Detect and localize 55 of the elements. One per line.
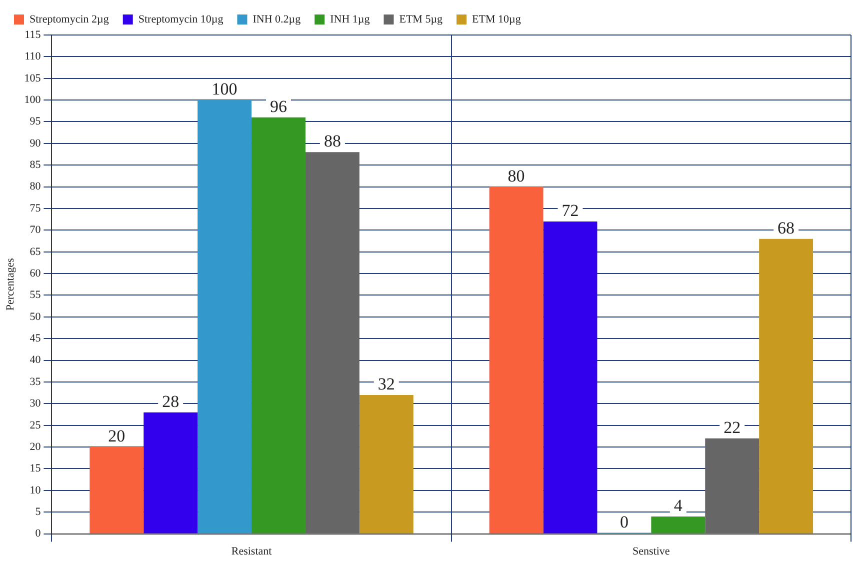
y-tick-label: 15 <box>30 462 42 475</box>
bar <box>651 516 706 534</box>
y-tick-label: 5 <box>35 506 42 518</box>
bar <box>489 186 544 534</box>
y-tick-label: 110 <box>24 50 42 63</box>
legend-label: Streptomycin 2µg <box>30 13 110 26</box>
y-tick-label: 65 <box>30 246 42 258</box>
data-label: 80 <box>508 166 525 186</box>
y-tick-label: 115 <box>24 28 42 41</box>
legend-label: INH 0.2µg <box>252 13 302 26</box>
legend-label: INH 1µg <box>330 13 370 26</box>
y-tick-label: 100 <box>24 94 42 106</box>
y-tick-label: 75 <box>30 202 42 214</box>
y-tick-label: 0 <box>35 528 42 540</box>
y-tick-label: 50 <box>30 310 42 323</box>
y-tick-label: 20 <box>30 440 42 453</box>
y-tick-label: 40 <box>30 354 42 366</box>
y-tick-label: 95 <box>30 116 42 128</box>
y-tick-label: 80 <box>30 180 42 193</box>
legend-label: ETM 10µg <box>472 13 522 26</box>
data-label: 88 <box>324 132 341 151</box>
y-tick-label: 55 <box>30 289 42 302</box>
y-tick-label: 60 <box>30 267 42 280</box>
bar <box>705 438 760 534</box>
x-tick-label: Resistant <box>231 545 272 558</box>
bar <box>144 412 198 534</box>
bar <box>759 238 814 534</box>
legend-label: ETM 5µg <box>399 13 444 26</box>
data-label: 28 <box>162 392 180 411</box>
data-label: 20 <box>108 426 126 446</box>
bar <box>543 222 598 534</box>
y-axis-title: Percentages <box>4 258 16 311</box>
data-label: 100 <box>212 80 238 99</box>
legend-label: Streptomycin 10µg <box>138 13 224 26</box>
y-tick-label: 45 <box>30 332 42 345</box>
data-label: 96 <box>270 96 287 116</box>
y-tick-label: 10 <box>30 484 42 496</box>
bar <box>252 117 306 534</box>
y-tick-label: 70 <box>30 224 42 236</box>
y-tick-label: 85 <box>30 159 42 172</box>
data-label: 68 <box>778 218 795 238</box>
y-tick-label: 105 <box>24 72 42 84</box>
data-label: 0 <box>620 512 628 532</box>
data-label: 22 <box>724 418 741 437</box>
y-tick-label: 35 <box>30 376 42 388</box>
data-label: 72 <box>562 200 579 220</box>
bar <box>90 447 144 534</box>
y-tick-label: 90 <box>30 137 42 150</box>
data-label: 32 <box>378 374 395 394</box>
y-tick-label: 25 <box>30 419 42 432</box>
bar <box>359 395 414 534</box>
x-tick-label: Senstive <box>632 545 670 558</box>
bar <box>305 152 360 534</box>
y-tick-label: 30 <box>30 398 42 410</box>
data-label: 4 <box>674 496 683 515</box>
